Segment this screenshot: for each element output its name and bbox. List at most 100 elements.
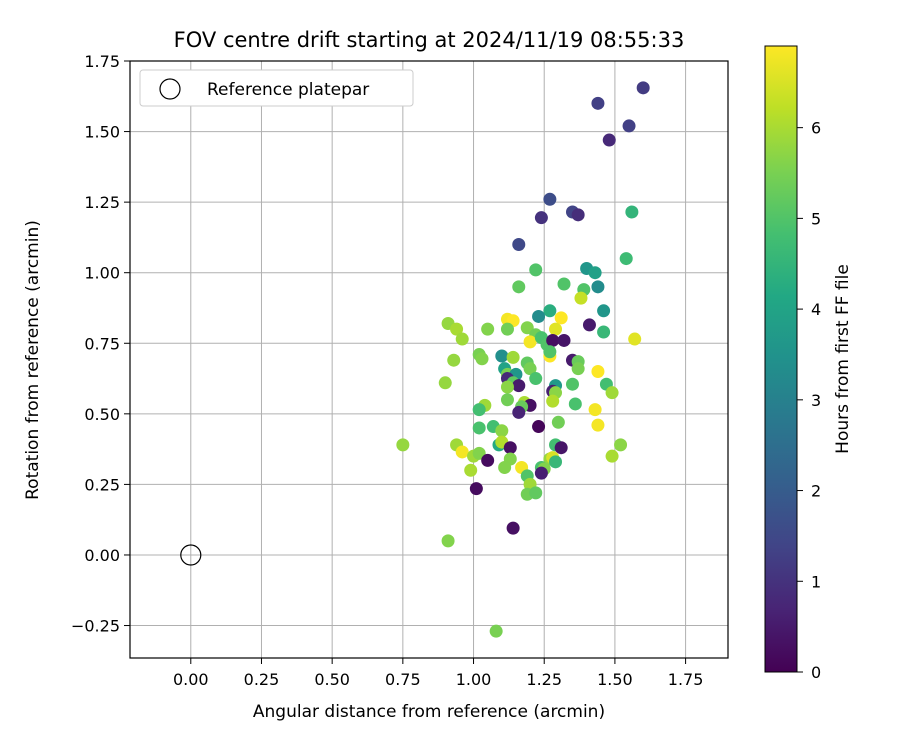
data-point [602, 133, 616, 147]
x-tick-label: 0.50 [314, 670, 350, 689]
grid-lines [130, 60, 728, 658]
y-tick-label: −0.25 [71, 617, 120, 636]
colorbar-tick-label: 2 [811, 482, 821, 501]
data-point [534, 466, 548, 480]
data-point [472, 421, 486, 435]
data-point [472, 403, 486, 417]
legend-marker-open-circle [159, 78, 181, 100]
y-tick-label: 1.75 [84, 52, 120, 71]
data-point [529, 263, 543, 277]
data-point [591, 418, 605, 432]
y-tick-label: 1.25 [84, 193, 120, 212]
data-point [481, 322, 495, 336]
data-point [619, 252, 633, 266]
x-tick-label: 0.75 [385, 670, 421, 689]
colorbar-ticks: 0 1 2 3 4 5 6 [797, 119, 821, 682]
data-point [597, 304, 611, 318]
data-point [503, 441, 517, 455]
data-point [597, 325, 611, 339]
data-points [396, 81, 650, 638]
data-point [543, 192, 557, 206]
data-point [543, 345, 557, 359]
data-point [557, 277, 571, 291]
data-point [532, 309, 546, 323]
data-point [512, 280, 526, 294]
colorbar-gradient [764, 45, 798, 673]
data-point [506, 350, 520, 364]
y-tick-label: 0.75 [84, 334, 120, 353]
data-point [495, 424, 509, 438]
x-tick-label: 0.00 [173, 670, 209, 689]
data-point [588, 266, 602, 280]
data-point [554, 441, 568, 455]
data-point [438, 376, 452, 390]
y-tick-label: 1.00 [84, 264, 120, 283]
x-axis-label: Angular distance from reference (arcmin) [253, 702, 605, 722]
data-point [512, 237, 526, 251]
colorbar-tick-label: 0 [811, 663, 821, 682]
data-point [532, 420, 546, 434]
data-point [565, 377, 579, 391]
data-point [450, 322, 464, 336]
data-point [464, 463, 478, 477]
x-tick-label: 1.75 [668, 670, 704, 689]
colorbar-tick-label: 5 [811, 209, 821, 228]
reference-platepar-marker [180, 544, 202, 566]
y-tick-label: 0.25 [84, 475, 120, 494]
y-tick-label: 0.50 [84, 405, 120, 424]
data-point [614, 438, 628, 452]
data-point [625, 205, 639, 219]
data-point [495, 349, 509, 363]
data-point [489, 624, 503, 638]
reference-marker-layer [180, 544, 202, 566]
legend-box [139, 69, 414, 107]
data-point [591, 364, 605, 378]
data-point [498, 460, 512, 474]
data-point [529, 486, 543, 500]
data-point [506, 521, 520, 535]
data-point [512, 405, 526, 419]
data-point [469, 482, 483, 496]
legend: Reference platepar [139, 69, 414, 107]
data-point [628, 332, 642, 346]
data-point [605, 386, 619, 400]
y-axis-ticks: −0.25 0.00 0.25 0.50 0.75 1.00 1.25 1.50 1.75 [71, 52, 130, 636]
data-point [546, 333, 560, 347]
data-point [523, 335, 537, 349]
data-point [582, 318, 596, 332]
data-point [605, 449, 619, 463]
data-point [534, 211, 548, 225]
data-point [588, 403, 602, 417]
x-tick-label: 1.00 [456, 670, 492, 689]
data-point [529, 372, 543, 386]
data-point [447, 353, 461, 367]
y-tick-label: 0.00 [84, 546, 120, 565]
data-point [636, 81, 650, 95]
x-tick-label: 0.25 [244, 670, 280, 689]
data-point [523, 362, 537, 376]
data-point [500, 380, 514, 394]
data-point [396, 438, 410, 452]
data-point [571, 362, 585, 376]
data-point [543, 304, 557, 318]
data-point [475, 352, 489, 366]
colorbar-tick-label: 4 [811, 300, 821, 319]
plot-area-frame [129, 60, 729, 659]
data-point [455, 332, 469, 346]
data-point [551, 415, 565, 429]
y-axis-label: Rotation from reference (arcmin) [23, 220, 43, 500]
x-tick-label: 1.25 [526, 670, 562, 689]
data-point [500, 322, 514, 336]
data-point [500, 393, 514, 407]
data-point [441, 534, 455, 548]
data-point [481, 453, 495, 467]
y-tick-label: 1.50 [84, 123, 120, 142]
colorbar-tick-label: 6 [811, 119, 821, 138]
data-point [549, 455, 563, 469]
data-point [554, 311, 568, 325]
data-point [591, 280, 605, 294]
data-point [574, 291, 588, 305]
colorbar-tick-label: 1 [811, 572, 821, 591]
colorbar-label: Hours from first FF file [833, 264, 853, 454]
